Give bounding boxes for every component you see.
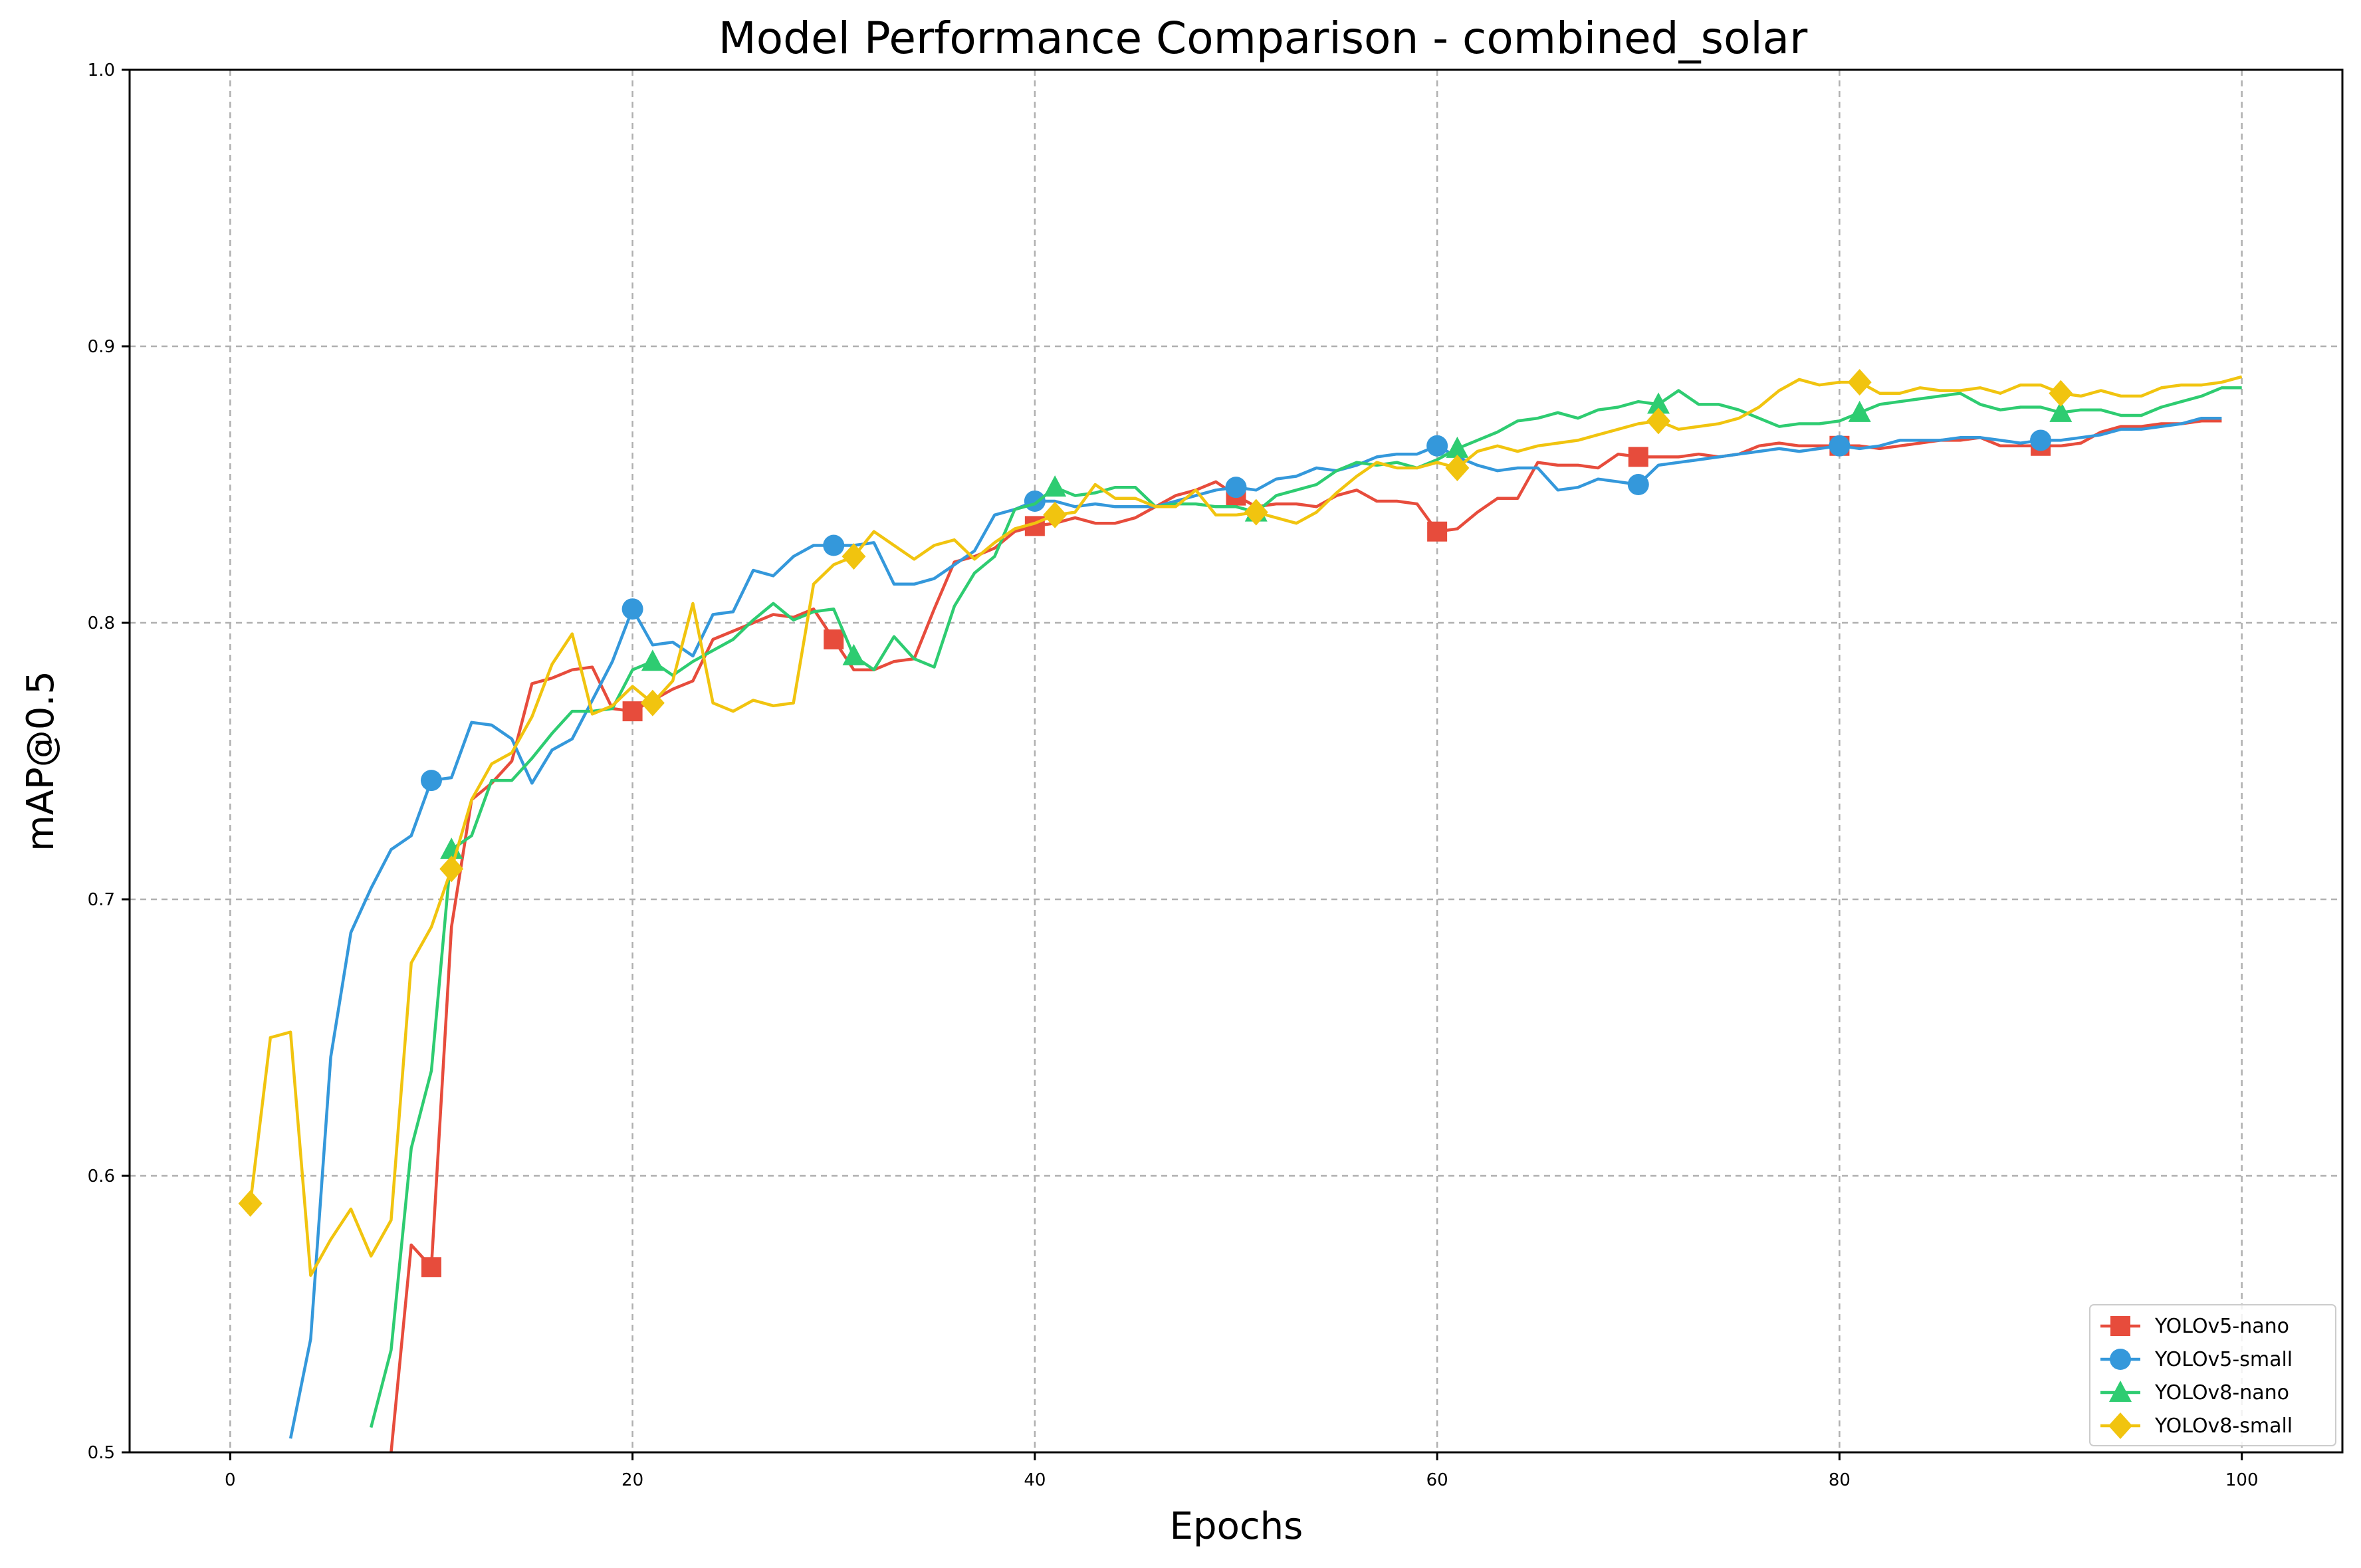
data-point-marker <box>2030 429 2052 451</box>
y-tick-label: 0.6 <box>88 1167 115 1186</box>
data-point-marker <box>421 1257 441 1278</box>
y-tick-label: 0.7 <box>88 890 115 910</box>
legend-marker <box>2110 1316 2130 1336</box>
data-point-marker <box>641 649 664 671</box>
data-point-marker <box>1646 407 1671 435</box>
legend-item: YOLOv8-nano <box>2100 1381 2289 1404</box>
data-point-marker <box>1244 499 1268 526</box>
data-point-marker <box>1628 447 1648 467</box>
data-point-marker <box>1829 435 1851 457</box>
data-point-marker <box>420 770 442 792</box>
series-YOLOv5-nano <box>390 419 2222 1452</box>
legend-label: YOLOv5-small <box>2154 1348 2293 1371</box>
series-line <box>370 386 2242 1428</box>
y-tick-label: 0.9 <box>88 337 115 357</box>
y-tick-label: 1.0 <box>88 60 115 80</box>
y-tick-label: 0.8 <box>88 614 115 633</box>
x-tick-label: 0 <box>225 1470 236 1490</box>
data-point-marker <box>621 598 643 620</box>
data-point-marker <box>1445 455 1470 482</box>
y-axis-label: mAP@0.5 <box>19 671 62 851</box>
data-point-marker <box>1225 477 1247 499</box>
legend-label: YOLOv8-small <box>2154 1414 2293 1438</box>
data-point-marker <box>1024 490 1046 512</box>
data-point-marker <box>842 643 865 665</box>
legend-marker <box>2110 1349 2131 1370</box>
data-point-marker <box>1647 392 1670 414</box>
data-point-marker <box>1627 474 1649 495</box>
data-point-marker <box>842 543 866 570</box>
legend-marker <box>2108 1412 2132 1439</box>
legend-item: YOLOv5-nano <box>2100 1315 2289 1338</box>
plot-series <box>238 369 2243 1452</box>
x-tick-label: 80 <box>1829 1470 1851 1490</box>
x-tick-label: 100 <box>2225 1470 2259 1490</box>
data-point-marker <box>640 689 665 717</box>
series-YOLOv5-small <box>288 416 2222 1439</box>
y-tick-label: 0.5 <box>88 1443 115 1463</box>
data-point-marker <box>1043 501 1068 528</box>
data-point-marker <box>1426 435 1448 457</box>
legend-box <box>2089 1304 2336 1446</box>
data-point-marker <box>2049 400 2073 422</box>
data-point-marker <box>823 534 845 556</box>
series-line <box>288 416 2222 1439</box>
data-point-marker <box>622 701 643 722</box>
axis-ticks: 0 20 40 60 80 100 0.5 0.6 0.7 0.8 0.9 1.0 <box>88 60 2259 1490</box>
legend-item: YOLOv5-small <box>2100 1348 2293 1371</box>
data-point-marker <box>1847 369 1872 396</box>
legend-label: YOLOv5-nano <box>2154 1315 2289 1338</box>
legend-label: YOLOv8-nano <box>2154 1381 2289 1404</box>
chart-title: Model Performance Comparison - combined_… <box>719 13 1808 64</box>
data-point-marker <box>1446 436 1469 458</box>
data-point-marker <box>1044 475 1067 497</box>
data-point-marker <box>1848 400 1871 422</box>
data-point-marker <box>238 1190 263 1217</box>
data-point-marker <box>824 629 844 649</box>
legend-item: YOLOv8-small <box>2100 1412 2293 1439</box>
data-point-marker <box>1427 521 1448 542</box>
plot-frame <box>128 68 2344 1454</box>
x-tick-label: 60 <box>1426 1470 1448 1490</box>
data-point-marker <box>439 855 464 883</box>
x-tick-label: 40 <box>1024 1470 1046 1490</box>
x-axis-label: Epochs <box>1170 1505 1303 1548</box>
legend-marker <box>2109 1381 2132 1402</box>
legend: YOLOv5-nano YOLOv5-small YOLOv8-nano YOLOv8… <box>2089 1304 2336 1446</box>
data-point-marker <box>2049 380 2073 407</box>
x-tick-label: 20 <box>621 1470 643 1490</box>
series-line <box>390 419 2222 1452</box>
series-YOLOv8-small <box>238 369 2243 1278</box>
series-YOLOv8-nano <box>370 386 2242 1428</box>
